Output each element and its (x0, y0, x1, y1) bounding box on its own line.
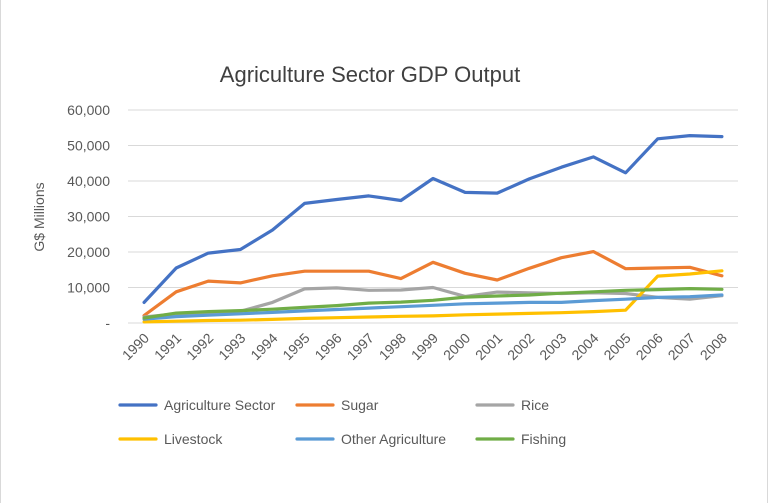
y-tick-label: 50,000 (67, 138, 110, 154)
legend-label: Other Agriculture (341, 431, 446, 447)
chart-title: Agriculture Sector GDP Output (220, 62, 520, 87)
series-line (142, 293, 724, 321)
series-line (142, 269, 724, 324)
x-axis-ticks: 1990199119921993199419951996199719981999… (119, 330, 730, 363)
x-tick-label: 2003 (536, 330, 569, 363)
y-tick-label: 20,000 (67, 244, 110, 260)
legend-label: Agriculture Sector (164, 397, 276, 413)
x-tick-label: 1998 (376, 330, 409, 363)
x-tick-label: 2004 (568, 330, 601, 363)
series-lines (142, 134, 724, 324)
x-tick-label: 1999 (408, 330, 441, 363)
x-tick-label: 2000 (440, 330, 473, 363)
series-line (142, 287, 724, 320)
y-axis-ticks: - 10,000 20,000 30,000 40,000 50,000 60,000 (67, 102, 110, 331)
x-tick-label: 2002 (504, 330, 537, 363)
x-tick-label: 1994 (247, 330, 280, 363)
legend-label: Fishing (521, 431, 566, 447)
series-line (142, 134, 724, 304)
x-tick-label: 2007 (665, 330, 698, 363)
x-tick-label: 1995 (279, 330, 312, 363)
x-tick-label: 1993 (215, 330, 248, 363)
x-tick-label: 1991 (151, 330, 184, 363)
y-tick-label: 40,000 (67, 173, 110, 189)
y-axis-label: G$ Millions (31, 182, 47, 251)
legend-label: Rice (521, 397, 549, 413)
legend: Agriculture Sector Sugar Rice Livestock Othe… (118, 397, 566, 447)
series-line (142, 250, 724, 318)
x-tick-label: 1992 (183, 330, 216, 363)
legend-label: Livestock (164, 431, 223, 447)
y-tick-label: 30,000 (67, 209, 110, 225)
x-tick-label: 2006 (633, 330, 666, 363)
x-tick-label: 1996 (311, 330, 344, 363)
y-tick-label: - (105, 315, 110, 331)
x-tick-label: 2001 (472, 330, 505, 363)
x-tick-label: 1990 (119, 330, 152, 363)
y-tick-label: 10,000 (67, 280, 110, 296)
x-tick-label: 2005 (600, 330, 633, 363)
x-tick-label: 1997 (344, 330, 377, 363)
x-tick-label: 2008 (697, 330, 730, 363)
y-tick-label: 60,000 (67, 102, 110, 118)
legend-label: Sugar (341, 397, 379, 413)
